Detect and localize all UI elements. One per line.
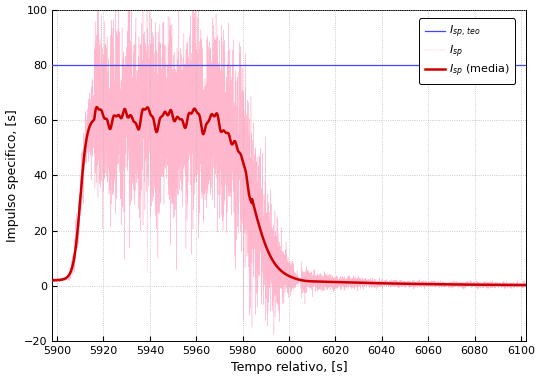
- $I_{sp}$: [49, 278, 56, 283]
- X-axis label: Tempo relativo, [s]: Tempo relativo, [s]: [230, 361, 347, 374]
- $I_{sp}$: [270, 332, 277, 337]
- $I_{sp}$: [350, 273, 357, 278]
- $I_{sp}$ (media): [94, 105, 100, 109]
- Legend: $I_{sp,\,teo}$, $I_{sp}$, $I_{sp}$ (media): $I_{sp,\,teo}$, $I_{sp}$, $I_{sp}$ (medi…: [419, 18, 515, 84]
- $I_{sp}$ (media): [400, 282, 406, 286]
- $I_{sp}$ (media): [221, 128, 227, 133]
- $I_{sp}$ (media): [425, 282, 432, 287]
- $I_{sp}$ (media): [350, 280, 357, 285]
- $I_{sp}$: [329, 279, 336, 284]
- $I_{sp}$: [400, 282, 406, 286]
- $I_{sp}$ (media): [522, 283, 529, 287]
- $I_{sp}$ (media): [329, 280, 336, 284]
- $I_{sp}$ (media): [49, 278, 56, 282]
- Y-axis label: Impulso specifico, [s]: Impulso specifico, [s]: [5, 109, 18, 242]
- $I_{sp}$: [73, 238, 80, 243]
- $I_{sp}$: [221, 107, 227, 112]
- Line: $I_{sp}$ (media): $I_{sp}$ (media): [52, 107, 525, 285]
- Line: $I_{sp}$: $I_{sp}$: [52, 0, 525, 334]
- $I_{sp}$: [425, 280, 432, 285]
- $I_{sp}$ (media): [73, 241, 80, 245]
- $I_{sp}$: [522, 282, 529, 287]
